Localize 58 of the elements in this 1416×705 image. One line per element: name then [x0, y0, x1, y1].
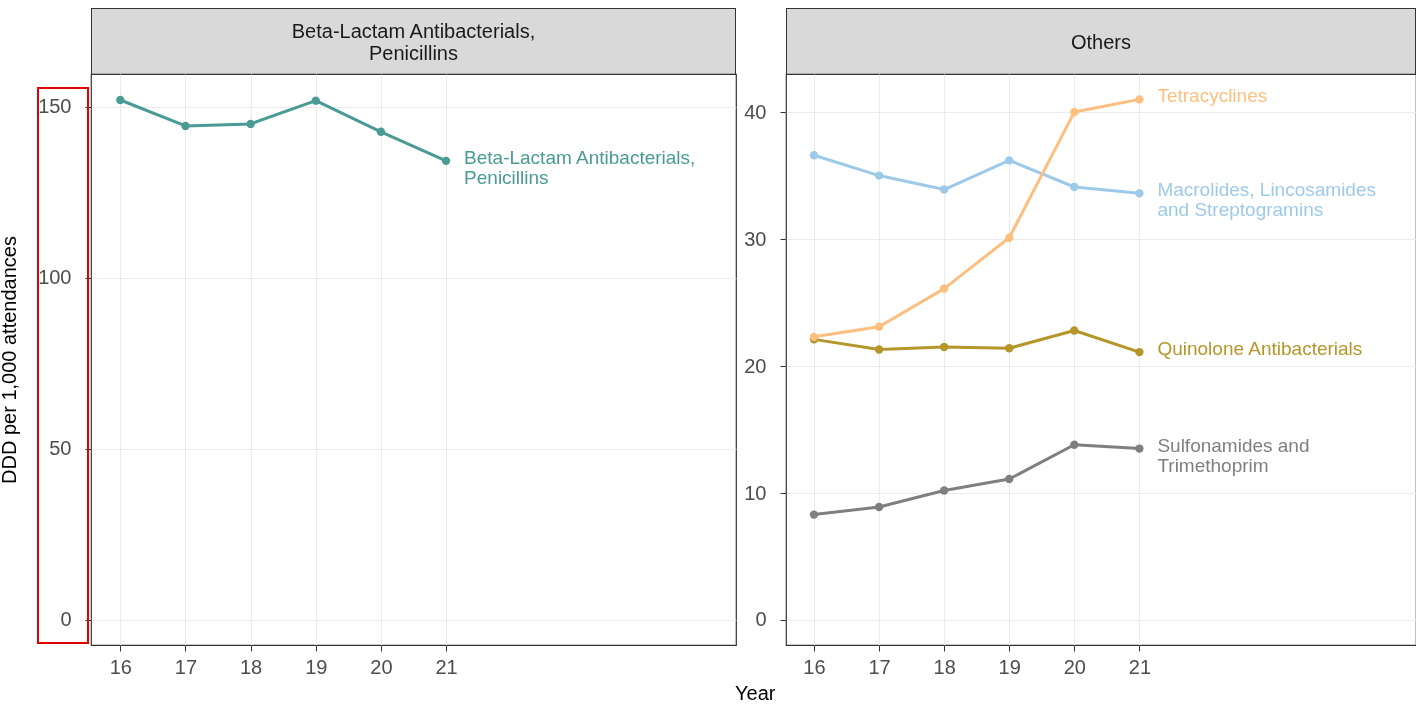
chart-title: Beta-Lactam Antibacterials, Penicillins — [91, 8, 736, 75]
point — [1135, 347, 1144, 357]
y-tick-label: 0 — [60, 608, 72, 631]
series-label: Sulfonamides and Trimethoprim — [1157, 434, 1310, 476]
point — [874, 502, 884, 512]
point — [311, 96, 320, 105]
point — [1135, 95, 1144, 104]
point — [376, 127, 386, 136]
point — [441, 156, 451, 166]
point — [809, 151, 819, 160]
x-tick-label: 16 — [109, 655, 132, 678]
y-tick-label: 150 — [38, 95, 72, 118]
y-tick-label: 40 — [744, 100, 767, 123]
y-tick-label: 100 — [38, 266, 72, 289]
x-tick-label: 20 — [370, 655, 393, 678]
point — [874, 322, 884, 331]
x-tick-label: 17 — [868, 655, 891, 678]
point — [246, 119, 255, 129]
chart-title: Others — [786, 8, 1416, 75]
series-label: Quinolone Antibacterials — [1157, 338, 1363, 360]
point — [1070, 440, 1079, 449]
point — [1070, 182, 1079, 192]
point — [809, 510, 819, 519]
y-tick-label: 20 — [744, 354, 767, 377]
point — [1005, 344, 1014, 353]
point — [1135, 444, 1144, 453]
point — [1070, 326, 1079, 335]
x-axis-title: Year — [735, 682, 776, 705]
x-tick-label: 19 — [305, 655, 328, 678]
point — [1005, 156, 1014, 165]
point — [116, 95, 125, 105]
point — [874, 171, 884, 180]
y-tick-label: 30 — [744, 227, 767, 250]
point — [939, 185, 949, 194]
point — [874, 345, 884, 354]
y-axis-title: DDD per 1,000 attendances — [0, 236, 21, 484]
x-tick-label: 19 — [998, 655, 1021, 678]
point — [939, 342, 949, 352]
point — [1135, 189, 1144, 198]
y-tick-label: 50 — [49, 437, 72, 460]
x-tick-label: 20 — [1063, 655, 1086, 678]
series-label: Macrolides, Lincosamides and Streptogramins — [1157, 179, 1376, 221]
x-tick-label: 17 — [174, 655, 198, 678]
point — [1005, 233, 1014, 242]
x-tick-label: 18 — [933, 655, 956, 678]
y-tick-label: 0 — [755, 608, 767, 631]
point — [939, 486, 949, 495]
x-tick-label: 21 — [435, 655, 458, 678]
series-label: Tetracyclines — [1157, 85, 1268, 107]
x-tick-label: 18 — [240, 655, 263, 678]
point — [181, 121, 190, 131]
point — [1005, 474, 1014, 484]
point — [939, 284, 949, 293]
point — [1070, 107, 1079, 117]
x-tick-label: 16 — [803, 655, 826, 678]
series-label: Beta-Lactam Antibacterials, Penicillins — [464, 146, 696, 188]
y-tick-label: 10 — [744, 481, 767, 504]
x-tick-label: 21 — [1128, 655, 1152, 678]
